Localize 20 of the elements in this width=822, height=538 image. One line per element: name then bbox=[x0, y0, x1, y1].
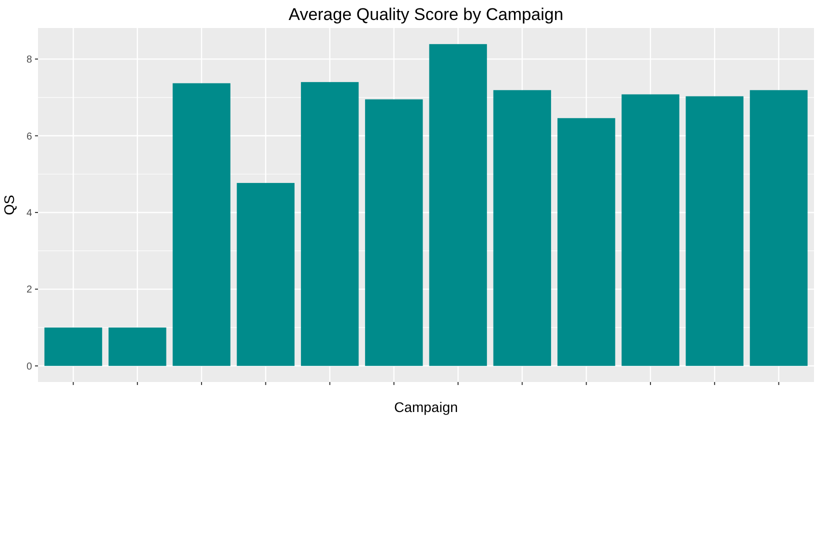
bar bbox=[300, 82, 359, 366]
x-axis-title: Campaign bbox=[394, 399, 458, 415]
chart-title: Average Quality Score by Campaign bbox=[288, 5, 564, 24]
y-tick-label: 8 bbox=[26, 54, 32, 66]
bar bbox=[493, 90, 552, 366]
bar bbox=[172, 83, 230, 366]
y-tick-label: 6 bbox=[26, 131, 32, 142]
bar bbox=[44, 328, 102, 366]
y-tick-label: 4 bbox=[26, 208, 32, 219]
bar bbox=[108, 328, 166, 366]
y-axis-title: QS bbox=[1, 194, 17, 216]
bar bbox=[750, 90, 808, 366]
y-tick-label: 0 bbox=[26, 361, 32, 372]
bar bbox=[557, 118, 616, 366]
bar bbox=[365, 99, 423, 366]
bar bbox=[236, 182, 295, 366]
y-tick-label: 2 bbox=[26, 284, 32, 296]
bar bbox=[622, 94, 680, 366]
bar bbox=[429, 44, 487, 366]
bar bbox=[686, 96, 744, 366]
